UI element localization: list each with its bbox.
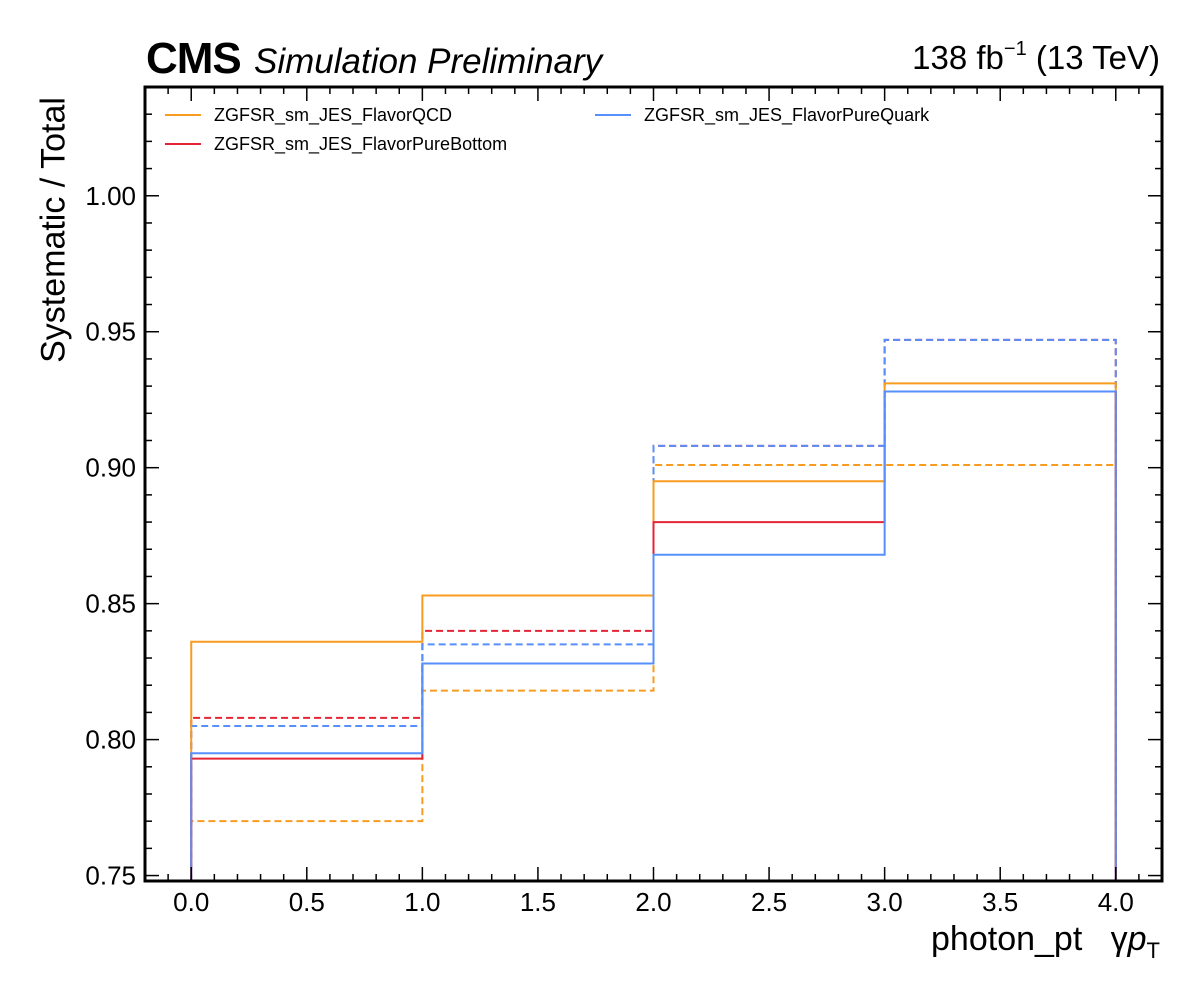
luminosity-label: 138 fb−1 (13 TeV) <box>912 38 1160 77</box>
plot-frame <box>143 85 1164 883</box>
ticks-layer: 0.0 0.5 1.0 1.5 2.0 2.5 3.0 3.5 4.0 0.75 0.80 0.85 0… <box>85 86 1163 917</box>
series-dashed-zgfsr-sm-jes-flavorqcd <box>190 463 1117 881</box>
y-tick-label: 0.90 <box>85 453 136 483</box>
x-axis-gamma: γ <box>1110 920 1128 958</box>
x-tick-label: 3.5 <box>982 887 1018 917</box>
status-label: Simulation Preliminary <box>254 42 603 81</box>
x-tick-label: 1.0 <box>404 887 440 917</box>
x-tick-label: 0.0 <box>173 887 209 917</box>
legend: ZGFSR_sm_JES_FlavorQCD ZGFSR_sm_JES_Flavo… <box>165 105 930 155</box>
experiment-label: CMS <box>146 34 242 83</box>
lumi-value: 138 fb <box>912 39 1004 76</box>
x-axis-p: p <box>1127 920 1147 958</box>
x-tick-label: 2.0 <box>635 887 671 917</box>
legend-label: ZGFSR_sm_JES_FlavorQCD <box>214 105 452 126</box>
energy-label: (13 TeV) <box>1026 39 1160 76</box>
x-axis-label: photon_pt γpT <box>931 920 1160 964</box>
x-tick-label: 4.0 <box>1098 887 1134 917</box>
x-axis-subscript: T <box>1146 937 1160 963</box>
x-tick-label: 0.5 <box>289 887 325 917</box>
series-layer <box>190 338 1117 881</box>
x-tick-label: 2.5 <box>751 887 787 917</box>
y-tick-label: 0.85 <box>85 589 136 619</box>
y-tick-label: 1.00 <box>85 181 136 211</box>
y-tick-label: 0.75 <box>85 861 136 891</box>
y-tick-label: 0.95 <box>85 317 136 347</box>
x-tick-label: 3.0 <box>867 887 903 917</box>
y-tick-label: 0.80 <box>85 725 136 755</box>
series-solid-zgfsr-sm-jes-flavorpurequark <box>190 390 1117 881</box>
legend-label: ZGFSR_sm_JES_FlavorPureBottom <box>214 134 507 155</box>
lumi-exponent: −1 <box>1003 38 1027 60</box>
x-tick-label: 1.5 <box>520 887 556 917</box>
x-axis-name: photon_pt <box>931 920 1083 958</box>
legend-label: ZGFSR_sm_JES_FlavorPureQuark <box>644 105 930 126</box>
